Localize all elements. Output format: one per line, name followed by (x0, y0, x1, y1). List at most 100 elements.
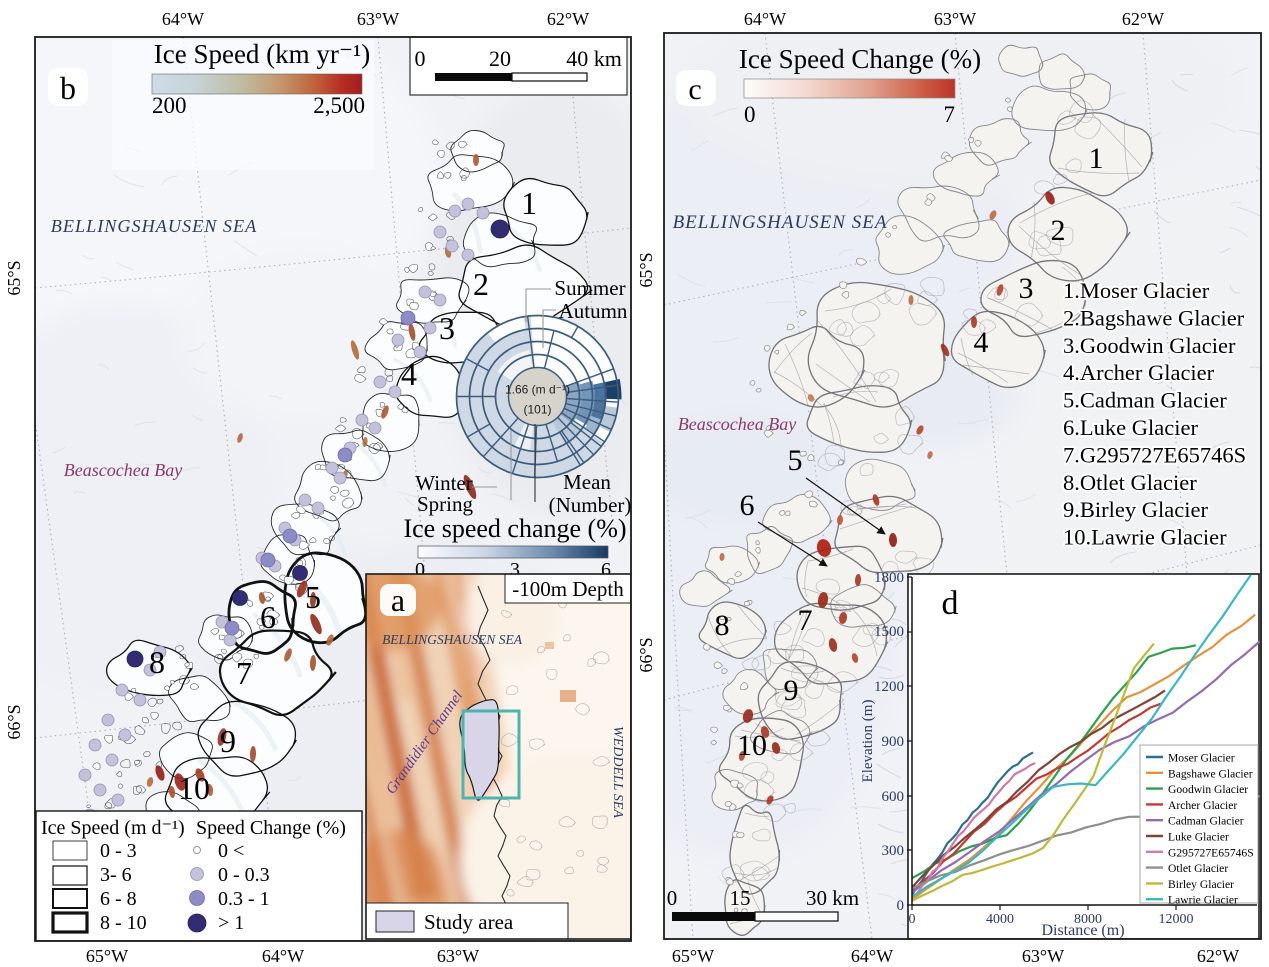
svg-text:2.Bagshawe Glacier: 2.Bagshawe Glacier (1063, 305, 1245, 330)
svg-text:62°W: 62°W (1122, 9, 1164, 29)
svg-text:Lawrie Glacier: Lawrie Glacier (1168, 894, 1238, 907)
svg-text:9: 9 (784, 674, 799, 707)
svg-text:6: 6 (601, 559, 611, 581)
svg-text:64°W: 64°W (744, 9, 786, 29)
svg-text:0: 0 (415, 559, 425, 581)
svg-text:65°S: 65°S (4, 260, 24, 295)
svg-text:Speed Change (%): Speed Change (%) (196, 817, 346, 839)
svg-text:200: 200 (152, 93, 187, 118)
svg-text:6.Luke Glacier: 6.Luke Glacier (1063, 415, 1198, 440)
svg-text:7: 7 (236, 655, 252, 691)
svg-text:Mean: Mean (563, 470, 611, 494)
svg-text:2: 2 (1051, 214, 1066, 247)
svg-text:64°W: 64°W (262, 946, 304, 966)
svg-text:63°W: 63°W (934, 9, 976, 29)
svg-text:Luke Glacier: Luke Glacier (1168, 831, 1229, 844)
svg-text:1: 1 (521, 185, 537, 221)
svg-text:Ice Speed (m d⁻¹): Ice Speed (m d⁻¹) (41, 817, 185, 839)
svg-text:63°W: 63°W (437, 946, 479, 966)
svg-text:7: 7 (798, 604, 813, 637)
svg-text:8: 8 (715, 609, 730, 642)
svg-text:BELLINGSHAUSEN SEA: BELLINGSHAUSEN SEA (51, 216, 257, 236)
svg-text:(101): (101) (523, 403, 551, 417)
svg-text:66°S: 66°S (4, 704, 24, 739)
svg-text:c: c (688, 73, 701, 106)
svg-text:Goodwin Glacier: Goodwin Glacier (1168, 783, 1248, 796)
svg-text:0 - 0.3: 0 - 0.3 (218, 864, 270, 886)
svg-text:Ice speed change (%): Ice speed change (%) (403, 514, 626, 543)
svg-text:1.Moser Glacier: 1.Moser Glacier (1063, 278, 1210, 303)
svg-text:(Number): (Number) (549, 493, 632, 517)
svg-text:1.66 (m d⁻¹): 1.66 (m d⁻¹) (505, 383, 570, 397)
svg-text:3: 3 (510, 559, 520, 581)
svg-text:63°W: 63°W (1022, 946, 1064, 966)
svg-text:900: 900 (882, 734, 905, 750)
svg-text:8000: 8000 (1074, 912, 1102, 927)
svg-text:0: 0 (744, 102, 756, 127)
svg-text:Ice Speed (km yr⁻¹): Ice Speed (km yr⁻¹) (154, 39, 371, 69)
svg-text:65°S: 65°S (636, 252, 656, 287)
svg-text:Spring: Spring (417, 492, 474, 516)
svg-text:BELLINGSHAUSEN SEA: BELLINGSHAUSEN SEA (382, 632, 523, 647)
svg-text:65°W: 65°W (86, 946, 128, 966)
svg-text:8: 8 (149, 644, 165, 680)
svg-text:0: 0 (909, 912, 916, 927)
svg-text:2,500: 2,500 (313, 93, 365, 118)
svg-text:8 - 10: 8 - 10 (100, 912, 147, 934)
svg-text:4.Archer Glacier: 4.Archer Glacier (1063, 360, 1215, 385)
svg-text:40 km: 40 km (566, 46, 622, 71)
svg-text:6: 6 (260, 599, 276, 635)
svg-text:7.G295727E65746S: 7.G295727E65746S (1063, 442, 1246, 467)
svg-text:63°W: 63°W (357, 9, 399, 29)
svg-text:BELLINGSHAUSEN SEA: BELLINGSHAUSEN SEA (673, 212, 888, 233)
svg-text:0: 0 (667, 886, 678, 910)
svg-text:Summer: Summer (554, 276, 625, 300)
svg-text:9: 9 (220, 723, 236, 759)
svg-text:15: 15 (730, 886, 751, 910)
svg-text:Archer Glacier: Archer Glacier (1168, 799, 1237, 812)
svg-text:10: 10 (178, 770, 210, 806)
svg-text:a: a (391, 582, 405, 618)
svg-text:0.3 - 1: 0.3 - 1 (218, 888, 270, 910)
svg-text:5: 5 (788, 444, 803, 477)
svg-text:5.Cadman Glacier: 5.Cadman Glacier (1063, 388, 1227, 413)
svg-text:Moser Glacier: Moser Glacier (1168, 752, 1235, 765)
svg-text:1800: 1800 (874, 570, 904, 586)
svg-text:Birley Glacier: Birley Glacier (1168, 878, 1234, 891)
svg-text:G295727E65746S: G295727E65746S (1168, 846, 1254, 859)
svg-text:Cadman Glacier: Cadman Glacier (1168, 815, 1244, 828)
svg-text:Ice Speed Change (%): Ice Speed Change (%) (739, 44, 981, 74)
svg-text:0 <: 0 < (218, 840, 244, 862)
svg-text:12000: 12000 (1159, 912, 1194, 927)
svg-text:Autumn: Autumn (559, 299, 628, 323)
svg-text:7: 7 (944, 102, 956, 127)
svg-text:1200: 1200 (874, 679, 904, 695)
svg-text:d: d (942, 585, 959, 622)
svg-text:Bagshawe Glacier: Bagshawe Glacier (1168, 767, 1253, 780)
svg-text:65°W: 65°W (672, 946, 714, 966)
svg-text:5: 5 (305, 579, 321, 615)
svg-text:30 km: 30 km (806, 886, 859, 910)
svg-text:3: 3 (1019, 272, 1034, 305)
svg-text:2: 2 (473, 266, 489, 302)
svg-text:0 - 3: 0 - 3 (100, 840, 137, 862)
svg-text:600: 600 (882, 789, 905, 805)
svg-text:1500: 1500 (874, 624, 904, 640)
svg-text:4: 4 (974, 326, 989, 359)
svg-text:b: b (60, 70, 76, 106)
svg-text:10: 10 (737, 729, 767, 762)
svg-text:6: 6 (740, 489, 755, 522)
svg-text:Elevation (m): Elevation (m) (860, 700, 876, 783)
svg-text:Beascochea Bay: Beascochea Bay (678, 414, 796, 434)
svg-text:Winter: Winter (415, 471, 472, 495)
svg-text:> 1: > 1 (218, 912, 244, 934)
svg-text:66°S: 66°S (636, 637, 656, 672)
svg-text:300: 300 (882, 843, 905, 859)
svg-text:8.Otlet Glacier: 8.Otlet Glacier (1063, 470, 1197, 495)
svg-text:Distance (m): Distance (m) (1041, 922, 1124, 939)
svg-text:6 - 8: 6 - 8 (100, 888, 137, 910)
svg-text:WEDDELL SEA: WEDDELL SEA (610, 726, 625, 818)
svg-text:3: 3 (439, 310, 455, 346)
svg-text:Otlet Glacier: Otlet Glacier (1168, 862, 1228, 875)
svg-text:10.Lawrie Glacier: 10.Lawrie Glacier (1063, 525, 1227, 550)
